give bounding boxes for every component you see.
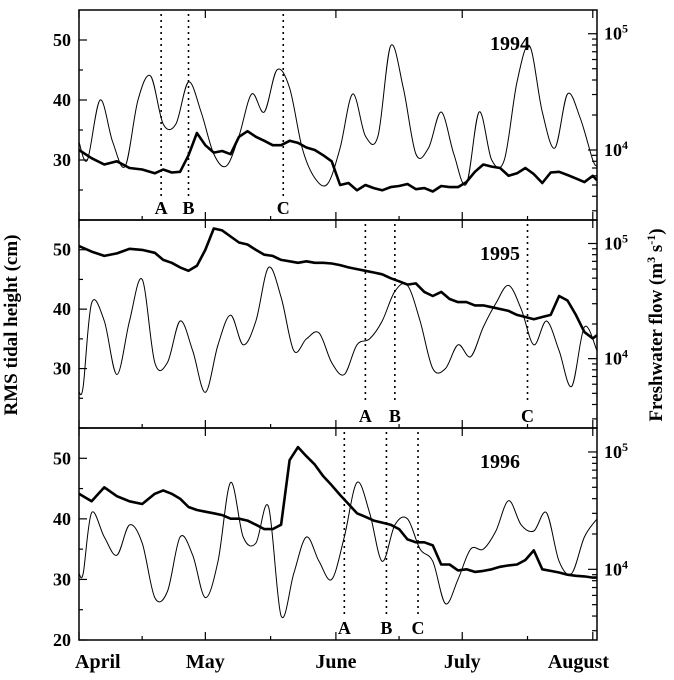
tidal-height-series	[78, 481, 598, 619]
x-tick-label: August	[548, 651, 609, 673]
left-tick-label: 40	[53, 299, 71, 319]
panel-year-label: 1996	[480, 451, 520, 473]
tidal-height-series	[78, 266, 598, 396]
right-tick-exponent: 4	[622, 347, 628, 361]
right-tick-label: 105	[604, 232, 628, 254]
left-axis-title: RMS tidal height (cm)	[1, 234, 22, 415]
left-tick-label: 50	[53, 448, 71, 468]
right-tick-label: 104	[604, 138, 628, 160]
right-tick-label: 104	[604, 347, 628, 369]
event-label-A: A	[359, 406, 372, 426]
right-tick-exponent: 5	[622, 440, 628, 454]
event-label-B: B	[182, 198, 194, 218]
right-tick-exponent: 5	[622, 22, 628, 36]
event-label-C: C	[521, 406, 534, 426]
right-tick-label: 105	[604, 440, 628, 462]
right-tick-base: 10	[604, 442, 622, 462]
right-axis-title-exp2: -1	[644, 235, 658, 245]
event-label-A: A	[155, 198, 168, 218]
event-label-A: A	[338, 618, 351, 638]
event-label-B: B	[389, 406, 401, 426]
right-axis-title-main: Freshwater flow (m	[646, 263, 667, 422]
event-label-C: C	[277, 198, 290, 218]
event-label-B: B	[380, 618, 392, 638]
left-tick-label: 40	[53, 90, 71, 110]
freshwater-flow-series	[78, 227, 598, 340]
left-tick-label: 30	[53, 359, 71, 379]
right-tick-label: 105	[604, 22, 628, 44]
event-label-C: C	[412, 618, 425, 638]
panel-year-label: 1994	[490, 33, 530, 55]
left-tick-label: 50	[53, 240, 71, 260]
right-tick-exponent: 4	[622, 138, 628, 152]
x-tick-label: June	[315, 651, 356, 673]
x-tick-label: April	[75, 651, 121, 673]
right-axis-title-exp1: 3	[644, 257, 658, 263]
right-tick-base: 10	[604, 559, 622, 579]
right-axis-title: Freshwater flow (m3 s-1)	[644, 228, 667, 421]
panel-year-label: 1995	[480, 243, 520, 265]
left-tick-label: 20	[53, 630, 71, 650]
left-tick-label: 40	[53, 509, 71, 529]
tidal-height-series	[78, 44, 598, 187]
left-tick-label: 30	[53, 569, 71, 589]
right-tick-base: 10	[604, 24, 622, 44]
right-tick-base: 10	[604, 234, 622, 254]
x-tick-label: May	[186, 651, 225, 673]
right-axis-title-end: )	[646, 228, 667, 234]
x-tick-label: July	[444, 651, 481, 673]
right-tick-base: 10	[604, 349, 622, 369]
freshwater-flow-series	[78, 445, 597, 579]
freshwater-flow-series	[78, 129, 598, 193]
right-axis-title-mid: s	[646, 245, 667, 257]
left-tick-label: 30	[53, 150, 71, 170]
left-tick-label: 50	[53, 30, 71, 50]
right-tick-base: 10	[604, 140, 622, 160]
right-tick-exponent: 5	[622, 232, 628, 246]
right-tick-label: 104	[604, 557, 628, 579]
right-tick-exponent: 4	[622, 557, 628, 571]
